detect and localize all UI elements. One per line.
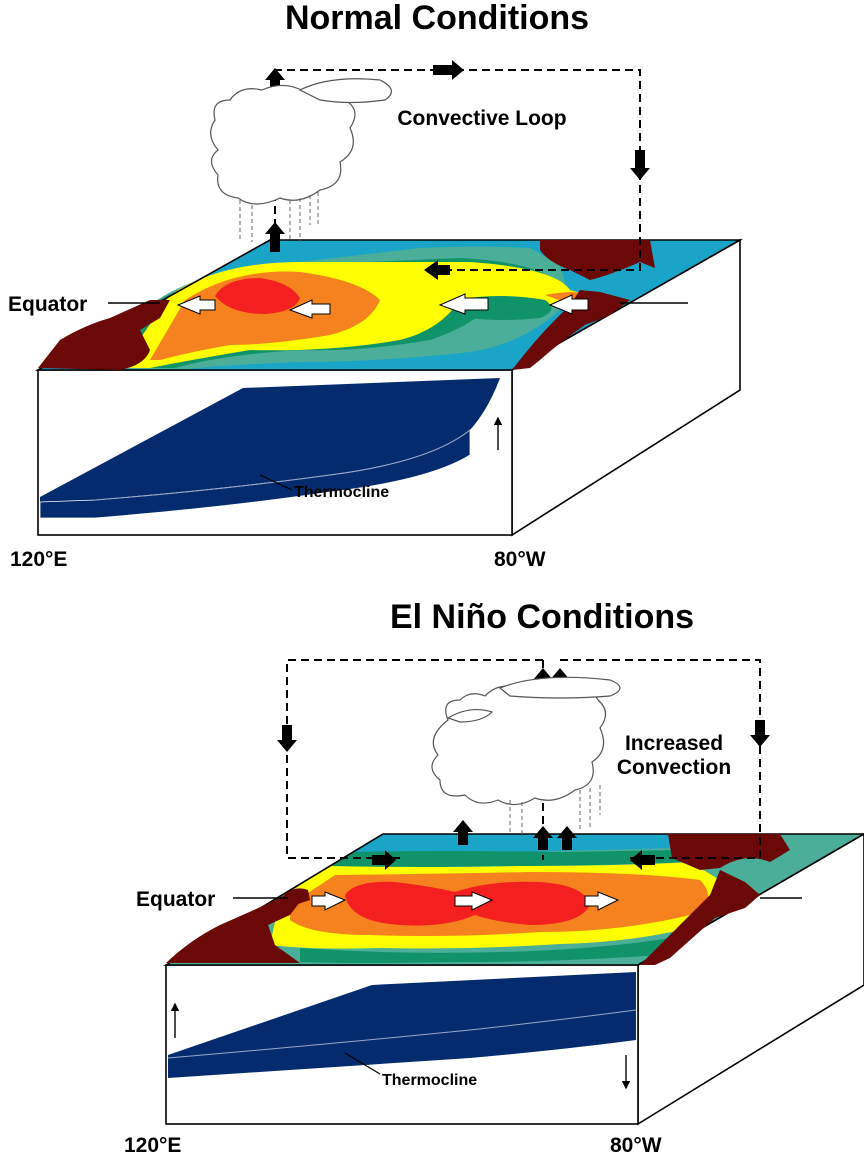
elnino-title: El Niño Conditions — [390, 598, 694, 636]
elnino-east-land-lower — [640, 870, 760, 965]
elnino-west-longitude: 120°E — [124, 1134, 181, 1157]
elnino-west-island — [284, 888, 310, 905]
normal-west-land — [38, 300, 170, 370]
elnino-equator-label: Equator — [136, 888, 215, 911]
elnino-panel: El Niño Conditions — [124, 598, 864, 1157]
normal-thermocline-pointer — [259, 474, 293, 491]
elnino-thermocline-label: Thermocline — [382, 1072, 477, 1089]
elnino-east-longitude: 80°W — [610, 1134, 662, 1157]
normal-convective-loop-path — [274, 69, 641, 271]
elnino-thermocline — [167, 972, 637, 1078]
normal-title: Normal Conditions — [285, 0, 589, 37]
elnino-west-land — [166, 895, 300, 963]
normal-thermocline-label: Thermocline — [294, 484, 389, 501]
elnino-convection-label-line2: Convection — [617, 756, 731, 779]
normal-thermocline — [39, 378, 500, 519]
normal-east-longitude: 80°W — [494, 548, 546, 571]
normal-west-longitude: 120°E — [10, 548, 67, 571]
normal-loop-label: Convective Loop — [397, 107, 566, 130]
elnino-westerly-winds — [311, 891, 620, 911]
normal-equator-label: Equator — [8, 293, 87, 316]
normal-trade-winds — [176, 293, 589, 319]
normal-cloud — [210, 78, 392, 242]
elnino-thermocline-pointer — [344, 1052, 381, 1075]
elnino-east-loop-path — [560, 659, 761, 859]
normal-east-land-lower — [512, 290, 630, 370]
normal-panel: Normal Conditions — [8, 0, 744, 571]
normal-east-land-upper — [540, 240, 655, 280]
elnino-cloud — [431, 676, 621, 835]
elnino-west-loop-path — [286, 659, 543, 859]
elnino-convection-label-line1: Increased — [625, 732, 723, 755]
normal-loop-arrows — [265, 60, 650, 280]
